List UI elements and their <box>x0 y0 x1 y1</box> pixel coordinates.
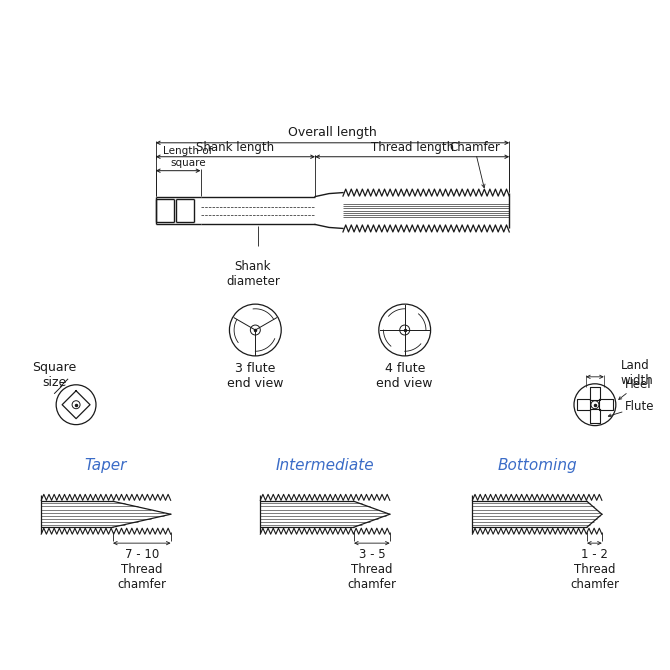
Text: Heel: Heel <box>619 378 651 399</box>
Text: Flute: Flute <box>608 400 655 417</box>
Text: 3 flute
end view: 3 flute end view <box>227 362 283 390</box>
Text: Overall length: Overall length <box>288 126 377 139</box>
Text: Chamfer: Chamfer <box>449 141 500 188</box>
Text: Bottoming: Bottoming <box>497 458 577 473</box>
Text: 3 - 5
Thread
chamfer: 3 - 5 Thread chamfer <box>347 548 397 591</box>
Text: 4 flute
end view: 4 flute end view <box>377 362 433 390</box>
Text: Taper: Taper <box>85 458 127 473</box>
Text: Thread length: Thread length <box>371 141 454 153</box>
Text: 1 - 2
Thread
chamfer: 1 - 2 Thread chamfer <box>570 548 619 591</box>
Text: Length of
square: Length of square <box>163 146 213 168</box>
Text: 7 - 10
Thread
chamfer: 7 - 10 Thread chamfer <box>117 548 166 591</box>
Text: Shank
diameter: Shank diameter <box>226 261 280 288</box>
Text: Land
width: Land width <box>621 359 653 387</box>
Text: Square
size: Square size <box>32 361 76 389</box>
Text: Shank length: Shank length <box>196 141 275 153</box>
Text: Intermediate: Intermediate <box>276 458 375 473</box>
